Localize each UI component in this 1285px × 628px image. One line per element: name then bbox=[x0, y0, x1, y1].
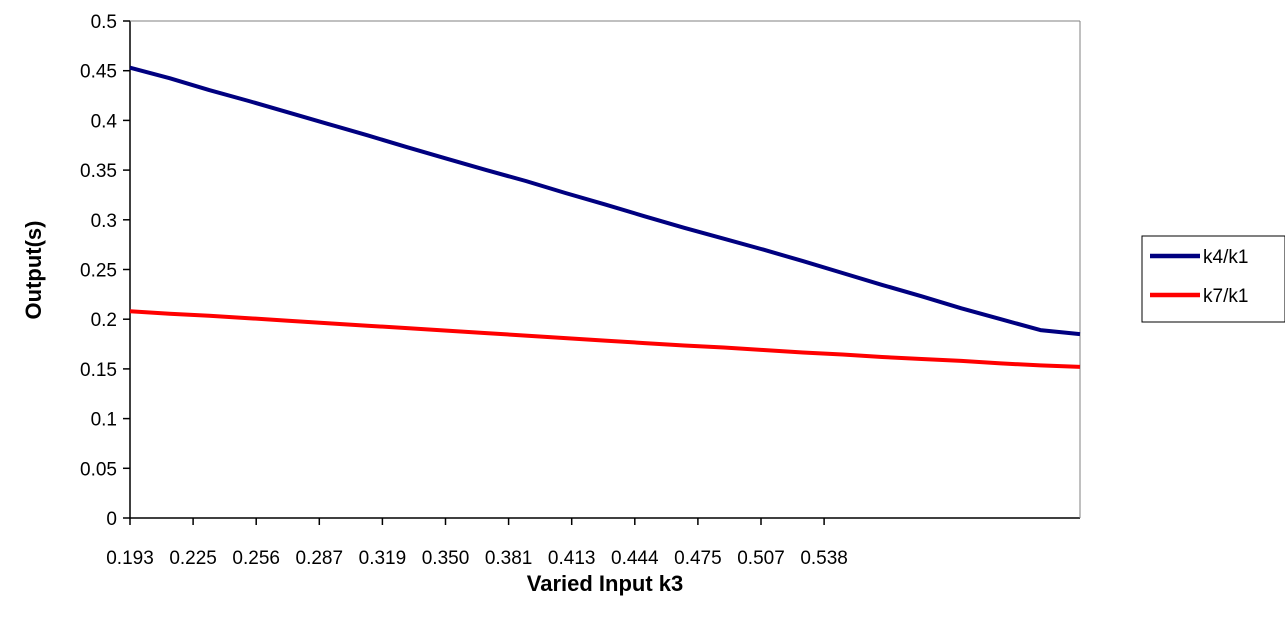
series-line-k4-k1 bbox=[129, 65, 1081, 337]
y-tick-label: 0.45 bbox=[80, 62, 117, 83]
x-axis-title: Varied Input k3 bbox=[527, 571, 684, 596]
y-tick-label: 0.4 bbox=[91, 111, 118, 132]
x-tick-label: 0.413 bbox=[548, 548, 596, 569]
y-tick-label: 0.5 bbox=[91, 12, 117, 33]
y-axis-ticks: 0 0.05 0.1 0.15 0.2 0.25 0.3 0.35 0.4 0.45 0.5 bbox=[80, 12, 130, 530]
x-tick-label: 0.444 bbox=[611, 548, 659, 569]
x-tick-label: 0.538 bbox=[800, 548, 848, 569]
series-line-k7-k1 bbox=[129, 309, 1081, 369]
plot-area bbox=[129, 20, 1081, 519]
y-axis-title: Output(s) bbox=[21, 221, 46, 320]
y-tick-label: 0 bbox=[106, 509, 117, 530]
x-tick-label: 0.350 bbox=[422, 548, 470, 569]
legend-label-k7-k1: k7/k1 bbox=[1203, 286, 1248, 307]
legend: k4/k1 k7/k1 bbox=[1141, 235, 1285, 323]
y-tick-label: 0.15 bbox=[80, 360, 117, 381]
x-tick-label: 0.319 bbox=[359, 548, 407, 569]
legend-label-k4-k1: k4/k1 bbox=[1203, 247, 1248, 268]
y-tick-label: 0.1 bbox=[91, 410, 117, 431]
x-axis-ticks: 0.193 0.225 0.256 0.287 0.319 0.350 0.381 0.413… bbox=[106, 518, 848, 569]
x-tick-label: 0.225 bbox=[169, 548, 217, 569]
y-tick-label: 0.25 bbox=[80, 261, 117, 282]
y-tick-label: 0.35 bbox=[80, 161, 117, 182]
x-tick-label: 0.475 bbox=[674, 548, 722, 569]
x-tick-label: 0.287 bbox=[296, 548, 344, 569]
x-tick-label: 0.193 bbox=[106, 548, 154, 569]
series-lines bbox=[129, 65, 1081, 369]
x-tick-label: 0.507 bbox=[737, 548, 785, 569]
y-tick-label: 0.2 bbox=[91, 310, 117, 331]
y-tick-label: 0.3 bbox=[91, 211, 117, 232]
y-tick-label: 0.05 bbox=[80, 459, 117, 480]
x-tick-label: 0.381 bbox=[485, 548, 533, 569]
x-tick-label: 0.256 bbox=[232, 548, 280, 569]
legend-box bbox=[1141, 235, 1285, 323]
